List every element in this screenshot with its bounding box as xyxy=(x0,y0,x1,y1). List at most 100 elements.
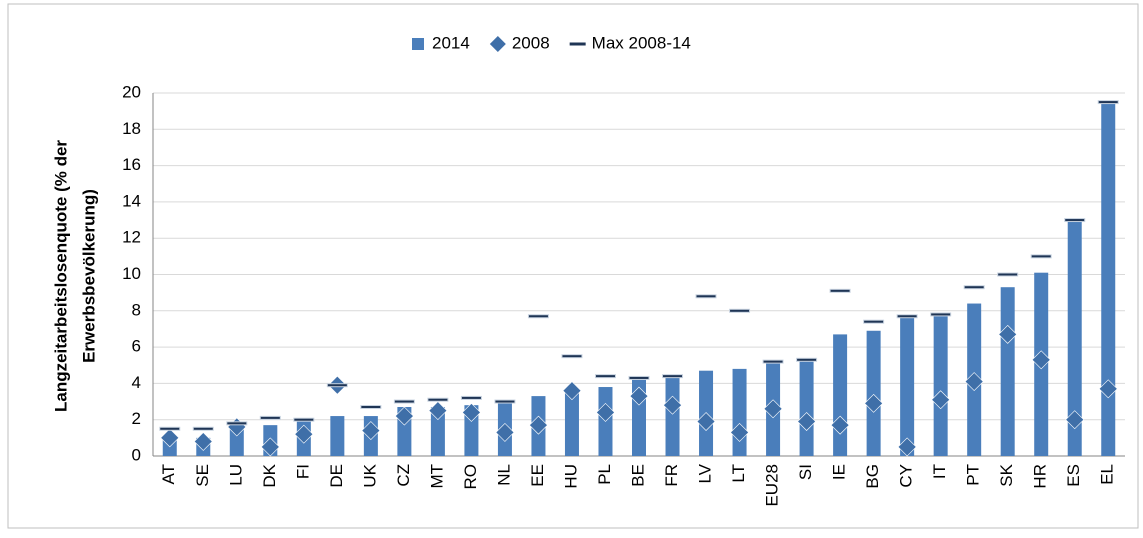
max-marker xyxy=(930,312,952,317)
max-marker xyxy=(829,288,851,293)
max-marker xyxy=(427,397,449,402)
x-tick-label: EU28 xyxy=(763,464,782,507)
legend-swatch xyxy=(569,42,586,46)
y-label: Langzeitarbeitslosenquote (% der xyxy=(51,140,70,412)
x-tick-label: RO xyxy=(461,464,480,490)
bar xyxy=(866,330,881,456)
y-tick-label: 6 xyxy=(132,337,141,356)
bar xyxy=(1101,102,1116,456)
diamond-marker xyxy=(1031,350,1051,370)
x-tick-label: MT xyxy=(427,464,446,489)
max-marker xyxy=(997,272,1019,277)
x-tick-label: DE xyxy=(327,464,346,488)
max-marker xyxy=(259,415,281,420)
max-marker xyxy=(1064,218,1086,223)
diamond-marker xyxy=(394,406,414,426)
diamond-marker xyxy=(193,432,213,451)
y-label: Erwerbsbevölkerung) xyxy=(79,189,98,363)
max-marker xyxy=(460,395,482,400)
diamond-marker xyxy=(797,412,817,431)
diamond-marker xyxy=(830,415,850,435)
diamond-marker xyxy=(562,381,582,401)
max-marker xyxy=(695,294,717,299)
diamond-marker xyxy=(361,421,381,441)
diamond-marker xyxy=(495,422,515,442)
bar xyxy=(732,368,747,456)
max-marker xyxy=(863,319,885,324)
x-tick-label: FR xyxy=(662,464,681,487)
max-marker xyxy=(561,354,583,359)
y-tick-label: 4 xyxy=(132,373,141,392)
x-tick-label: NL xyxy=(494,464,513,486)
max-marker xyxy=(729,308,751,313)
x-tick-label: IT xyxy=(930,464,949,479)
x-tick-label: HU xyxy=(561,464,580,489)
x-tick-label: EE xyxy=(528,464,547,487)
diamond-marker xyxy=(931,390,951,410)
diamond-marker xyxy=(260,437,280,457)
max-marker xyxy=(896,314,918,319)
bar xyxy=(1000,287,1015,456)
x-tick-label: CY xyxy=(897,464,916,488)
chart-frame xyxy=(7,3,1139,529)
diamond-marker xyxy=(663,395,682,415)
x-tick-label: BG xyxy=(863,464,882,489)
diamond-marker xyxy=(897,437,917,457)
x-tick-label: IE xyxy=(830,464,849,480)
bar xyxy=(799,359,814,456)
y-tick-label: 14 xyxy=(122,191,141,210)
max-marker xyxy=(326,383,348,388)
max-marker xyxy=(192,426,214,431)
diamond-marker xyxy=(763,399,783,419)
x-tick-label: SI xyxy=(796,464,815,480)
diamond-marker xyxy=(160,428,180,448)
legend-swatch xyxy=(412,38,424,50)
max-marker xyxy=(1097,100,1119,105)
x-tick-label: LV xyxy=(696,463,715,483)
max-marker xyxy=(796,357,818,362)
x-tick-label: PT xyxy=(964,464,983,486)
x-tick-label: LT xyxy=(729,464,748,483)
max-marker xyxy=(1030,254,1052,259)
max-marker xyxy=(963,285,985,290)
bar xyxy=(1067,221,1082,456)
x-tick-label: EL xyxy=(1098,464,1117,485)
x-tick-label: DK xyxy=(260,463,279,487)
x-tick-label: SE xyxy=(193,464,212,487)
x-tick-label: CZ xyxy=(394,464,413,487)
max-marker xyxy=(662,374,684,379)
x-tick-label: BE xyxy=(628,464,647,487)
legend-label: 2008 xyxy=(512,33,550,52)
legend-label: Max 2008-14 xyxy=(592,33,691,52)
bar xyxy=(833,334,848,456)
x-tick-label: ES xyxy=(1064,464,1083,487)
bar xyxy=(933,314,948,456)
y-tick-label: 0 xyxy=(132,445,141,464)
diamond-marker xyxy=(864,393,884,413)
max-marker xyxy=(762,359,784,364)
bar xyxy=(900,316,915,456)
max-marker xyxy=(159,426,181,431)
y-tick-label: 2 xyxy=(132,409,141,428)
max-marker xyxy=(226,421,248,426)
bar xyxy=(665,376,680,456)
diamond-marker xyxy=(428,401,448,421)
x-tick-label: FI xyxy=(293,464,312,479)
bar xyxy=(430,406,445,456)
legend-swatch xyxy=(489,36,506,52)
max-marker xyxy=(628,375,650,380)
diamond-marker xyxy=(1098,379,1118,399)
y-tick-label: 16 xyxy=(122,155,141,174)
diamond-marker xyxy=(529,415,548,435)
diamond-marker xyxy=(730,422,749,442)
x-tick-label: UK xyxy=(360,463,379,487)
x-tick-label: HR xyxy=(1031,464,1050,489)
y-tick-label: 10 xyxy=(122,264,141,283)
diamond-marker xyxy=(1065,410,1085,430)
max-marker xyxy=(293,417,315,422)
max-marker xyxy=(393,399,415,404)
bar xyxy=(229,426,244,456)
max-marker xyxy=(527,314,549,319)
bar xyxy=(564,388,579,456)
